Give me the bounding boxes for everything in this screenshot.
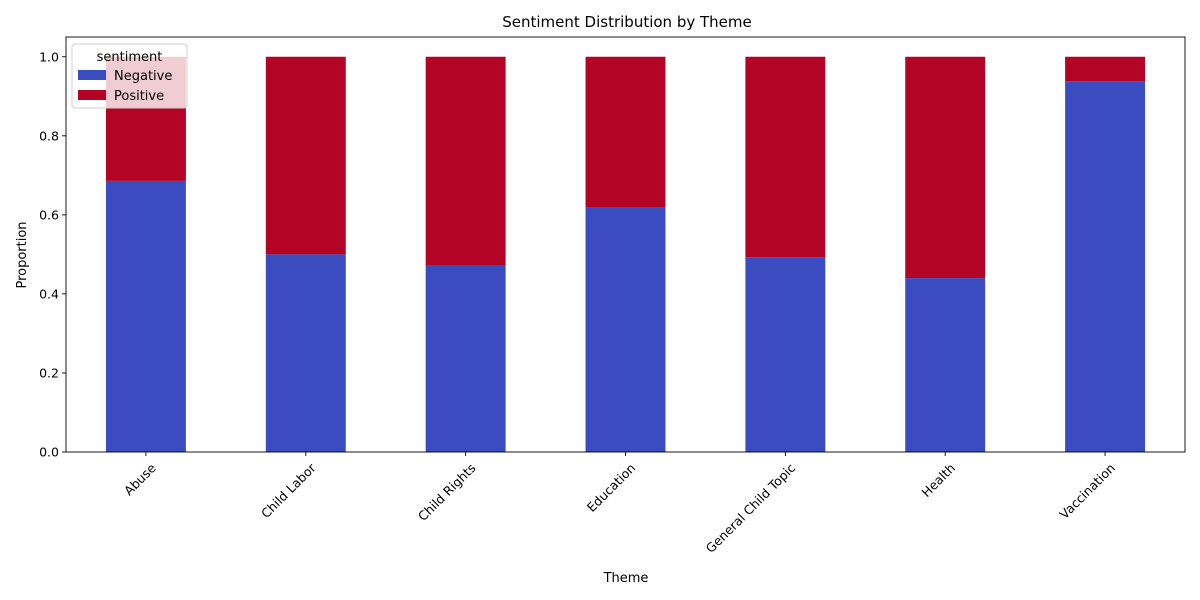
bar-negative-child-labor (265, 254, 346, 452)
x-tick-label: Abuse (121, 460, 159, 498)
bar-positive-child-labor (265, 56, 346, 255)
bar-negative-general-child-topic (745, 257, 826, 452)
bar-positive-general-child-topic (745, 56, 826, 258)
bar-positive-education (585, 56, 666, 208)
bar-positive-vaccination (1065, 56, 1146, 82)
chart-title: Sentiment Distribution by Theme (502, 13, 752, 31)
bar-negative-health (905, 278, 986, 452)
y-tick-label: 0.0 (39, 445, 59, 460)
y-axis-label: Proportion (15, 221, 30, 288)
plot-area (65, 36, 1186, 453)
x-tick-label: General Child Topic (703, 460, 799, 556)
bar-positive-health (905, 56, 986, 279)
legend-label-positive: Positive (114, 89, 164, 104)
bar-negative-abuse (105, 180, 186, 452)
x-tick-label: Child Labor (258, 460, 319, 521)
legend-title: sentiment (97, 50, 163, 65)
legend-swatch-negative (78, 70, 106, 80)
y-tick-label: 0.8 (39, 128, 59, 143)
bar-positive-child-rights (425, 56, 506, 266)
legend-label-negative: Negative (114, 69, 172, 84)
bar-negative-child-rights (425, 265, 506, 452)
x-tick-label: Vaccination (1056, 460, 1118, 522)
y-tick-label: 0.4 (39, 286, 59, 301)
legend-swatch-positive (78, 90, 106, 100)
x-axis: Abuse Child Labor Child Rights Education Gen… (121, 452, 1118, 556)
x-axis-label: Theme (603, 571, 649, 586)
y-tick-label: 0.2 (39, 365, 59, 380)
y-axis: 0.0 0.2 0.4 0.6 0.8 1.0 (39, 49, 66, 460)
x-tick-label: Health (918, 460, 958, 500)
y-tick-label: 1.0 (39, 49, 59, 64)
y-tick-label: 0.6 (39, 207, 59, 222)
legend: sentiment Negative Positive (71, 43, 188, 109)
x-tick-label: Education (584, 460, 639, 515)
x-tick-label: Child Rights (415, 460, 479, 524)
bar-negative-education (585, 207, 666, 452)
bar-negative-vaccination (1065, 81, 1146, 453)
